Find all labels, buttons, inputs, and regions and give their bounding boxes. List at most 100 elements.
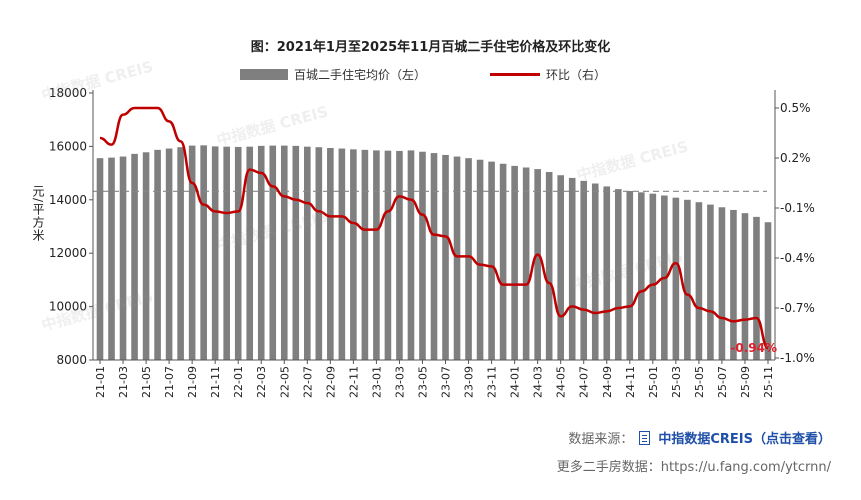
bar-24-04 (545, 172, 553, 360)
bar-22-07 (304, 146, 311, 360)
bar-22-08 (315, 147, 323, 360)
x-tick-label: 21-09 (186, 366, 199, 398)
bar-22-02 (246, 146, 254, 360)
x-tick-label: 23-07 (440, 366, 453, 398)
x-tick-label: 24-11 (624, 366, 637, 398)
bar-22-09 (327, 148, 334, 360)
x-tick-label: 25-05 (693, 366, 706, 398)
bar-25-01 (649, 193, 657, 360)
bar-21-09 (188, 145, 196, 360)
x-tick-label: 25-09 (739, 366, 752, 398)
bar-21-12 (223, 146, 230, 360)
bar-25-06 (707, 204, 714, 360)
bar-23-02 (384, 150, 392, 360)
legend-label-mom: 环比（右） (546, 68, 607, 82)
bar-25-08 (730, 209, 737, 360)
bar-24-02 (522, 167, 530, 360)
bar-21-06 (154, 149, 161, 360)
y-tick-label-right: 0.2% (780, 151, 811, 165)
legend-swatch-line (490, 73, 540, 76)
x-tick-label: 22-03 (255, 366, 268, 398)
legend-item-price: 百城二手住宅均价（左） (240, 66, 426, 83)
bar-22-12 (361, 149, 369, 360)
bar-21-07 (165, 148, 173, 360)
x-tick-label: 21-07 (163, 366, 176, 398)
bar-25-04 (684, 199, 691, 360)
bar-22-04 (269, 145, 277, 360)
chart-plot: 18000 16000 14000 12000 10000 8000 0.5% 0.2% -0.… (49, 86, 815, 398)
bar-24-06 (568, 177, 576, 360)
x-tick-label: 21-01 (94, 366, 107, 398)
x-tick-label: 25-07 (716, 366, 729, 398)
y-tick-label-right: 0.5% (780, 101, 811, 115)
y-tick-label-left: 12000 (49, 246, 87, 260)
x-tick-label: 23-03 (393, 366, 406, 398)
bar-21-02 (108, 157, 115, 360)
y-tick-label-left: 16000 (49, 139, 87, 153)
bar-24-05 (557, 175, 564, 360)
x-tick-label: 22-11 (347, 366, 360, 398)
bar-23-01 (373, 150, 380, 360)
y-tick-label-left: 18000 (49, 86, 87, 100)
bar-22-06 (292, 145, 300, 360)
bar-23-08 (453, 156, 461, 360)
bar-22-05 (280, 145, 288, 360)
x-tick-label: 21-11 (209, 366, 222, 398)
bar-24-07 (580, 180, 588, 360)
more-data-text[interactable]: 更多二手房数据：https://u.fang.com/ytcrnn/ (556, 460, 831, 475)
bar-25-10 (753, 216, 760, 360)
x-tick-label: 22-05 (278, 366, 291, 398)
y-tick-label-left: 10000 (49, 300, 87, 314)
x-tick-label: 24-05 (555, 366, 568, 398)
x-tick-label: 21-03 (117, 366, 130, 398)
x-tick-label: 24-07 (578, 366, 591, 398)
y-tick-label-right: -1.0% (780, 351, 815, 365)
legend-label-price: 百城二手住宅均价（左） (294, 68, 427, 82)
y-tick-label-right: -0.4% (780, 251, 815, 265)
bar-21-03 (119, 156, 127, 360)
bar-25-03 (672, 197, 680, 360)
x-tick-label: 25-11 (762, 366, 775, 398)
x-tick-label: 22-01 (232, 366, 245, 398)
y-tick-label-right: -0.7% (780, 301, 815, 315)
bar-24-08 (591, 183, 599, 360)
x-tick-label: 25-03 (670, 366, 683, 398)
x-tick-label: 23-09 (463, 366, 476, 398)
y-axis-label-left: 元/平方米 (31, 185, 45, 243)
bar-23-09 (465, 158, 472, 360)
bar-24-03 (534, 169, 541, 360)
bar-22-11 (350, 149, 357, 360)
x-tick-label: 24-03 (532, 366, 545, 398)
bar-23-05 (419, 151, 426, 360)
annotation-last-value: -0.94% (730, 341, 777, 355)
bar-22-03 (257, 145, 265, 360)
bar-23-03 (396, 150, 403, 360)
x-tick-label: 22-09 (324, 366, 337, 398)
x-tick-label: 24-01 (509, 366, 522, 398)
bar-23-04 (407, 150, 415, 360)
bar-22-10 (338, 148, 346, 360)
chart-title: 图：2021年1月至2025年11月百城二手住宅价格及环比变化 (250, 40, 611, 55)
legend-swatch-bar (240, 69, 288, 80)
y-tick-label-right: -0.1% (780, 201, 815, 215)
bar-23-06 (430, 153, 438, 360)
bar-21-11 (211, 146, 219, 360)
source-link[interactable]: 中指数据CREIS（点击查看） (658, 432, 831, 447)
bar-25-11 (764, 222, 772, 360)
bar-25-07 (718, 207, 726, 360)
x-tick-label: 24-09 (601, 366, 614, 398)
bar-24-09 (603, 186, 611, 360)
x-tick-label: 23-01 (370, 366, 383, 398)
bar-21-04 (131, 153, 138, 360)
x-tick-label: 21-05 (140, 366, 153, 398)
bar-25-05 (695, 202, 703, 360)
source-label: 数据来源： (568, 432, 634, 447)
bar-24-10 (614, 189, 622, 360)
x-tick-label: 25-01 (647, 366, 660, 398)
y-tick-label-left: 8000 (56, 353, 87, 367)
x-tick-label: 22-07 (301, 366, 314, 398)
bar-24-12 (638, 192, 645, 360)
legend-item-mom: 环比（右） (490, 66, 606, 83)
x-tick-label: 23-11 (486, 366, 499, 398)
